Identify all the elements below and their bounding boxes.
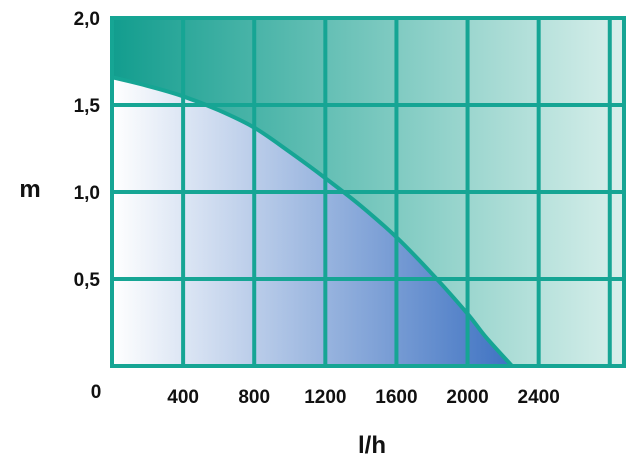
y-tick-labels: 0 0,5 1,0 1,5 2,0 bbox=[74, 9, 102, 403]
y-tick-label: 1,0 bbox=[74, 183, 100, 204]
curve-layer bbox=[112, 75, 514, 366]
y-tick-label: 1,5 bbox=[74, 96, 101, 117]
y-tick-label: 2,0 bbox=[74, 9, 100, 30]
x-tick-label: 1200 bbox=[304, 387, 346, 408]
x-tick-label: 2000 bbox=[446, 387, 488, 408]
pump-curve-line bbox=[112, 75, 514, 366]
plot-border bbox=[110, 16, 626, 368]
grid bbox=[110, 16, 626, 368]
x-tick-label: 800 bbox=[238, 387, 270, 408]
y-tick-label: 0 bbox=[91, 382, 102, 403]
x-tick-label: 2400 bbox=[518, 387, 560, 408]
y-tick-label: 0,5 bbox=[74, 270, 101, 291]
y-axis-label: m bbox=[19, 176, 40, 203]
x-tick-label: 400 bbox=[167, 387, 199, 408]
x-tick-label: 1600 bbox=[375, 387, 417, 408]
x-axis-label: l/h bbox=[358, 432, 386, 459]
x-tick-labels: 400 800 1200 1600 2000 2400 bbox=[167, 387, 560, 408]
region-below-curve bbox=[112, 77, 512, 366]
